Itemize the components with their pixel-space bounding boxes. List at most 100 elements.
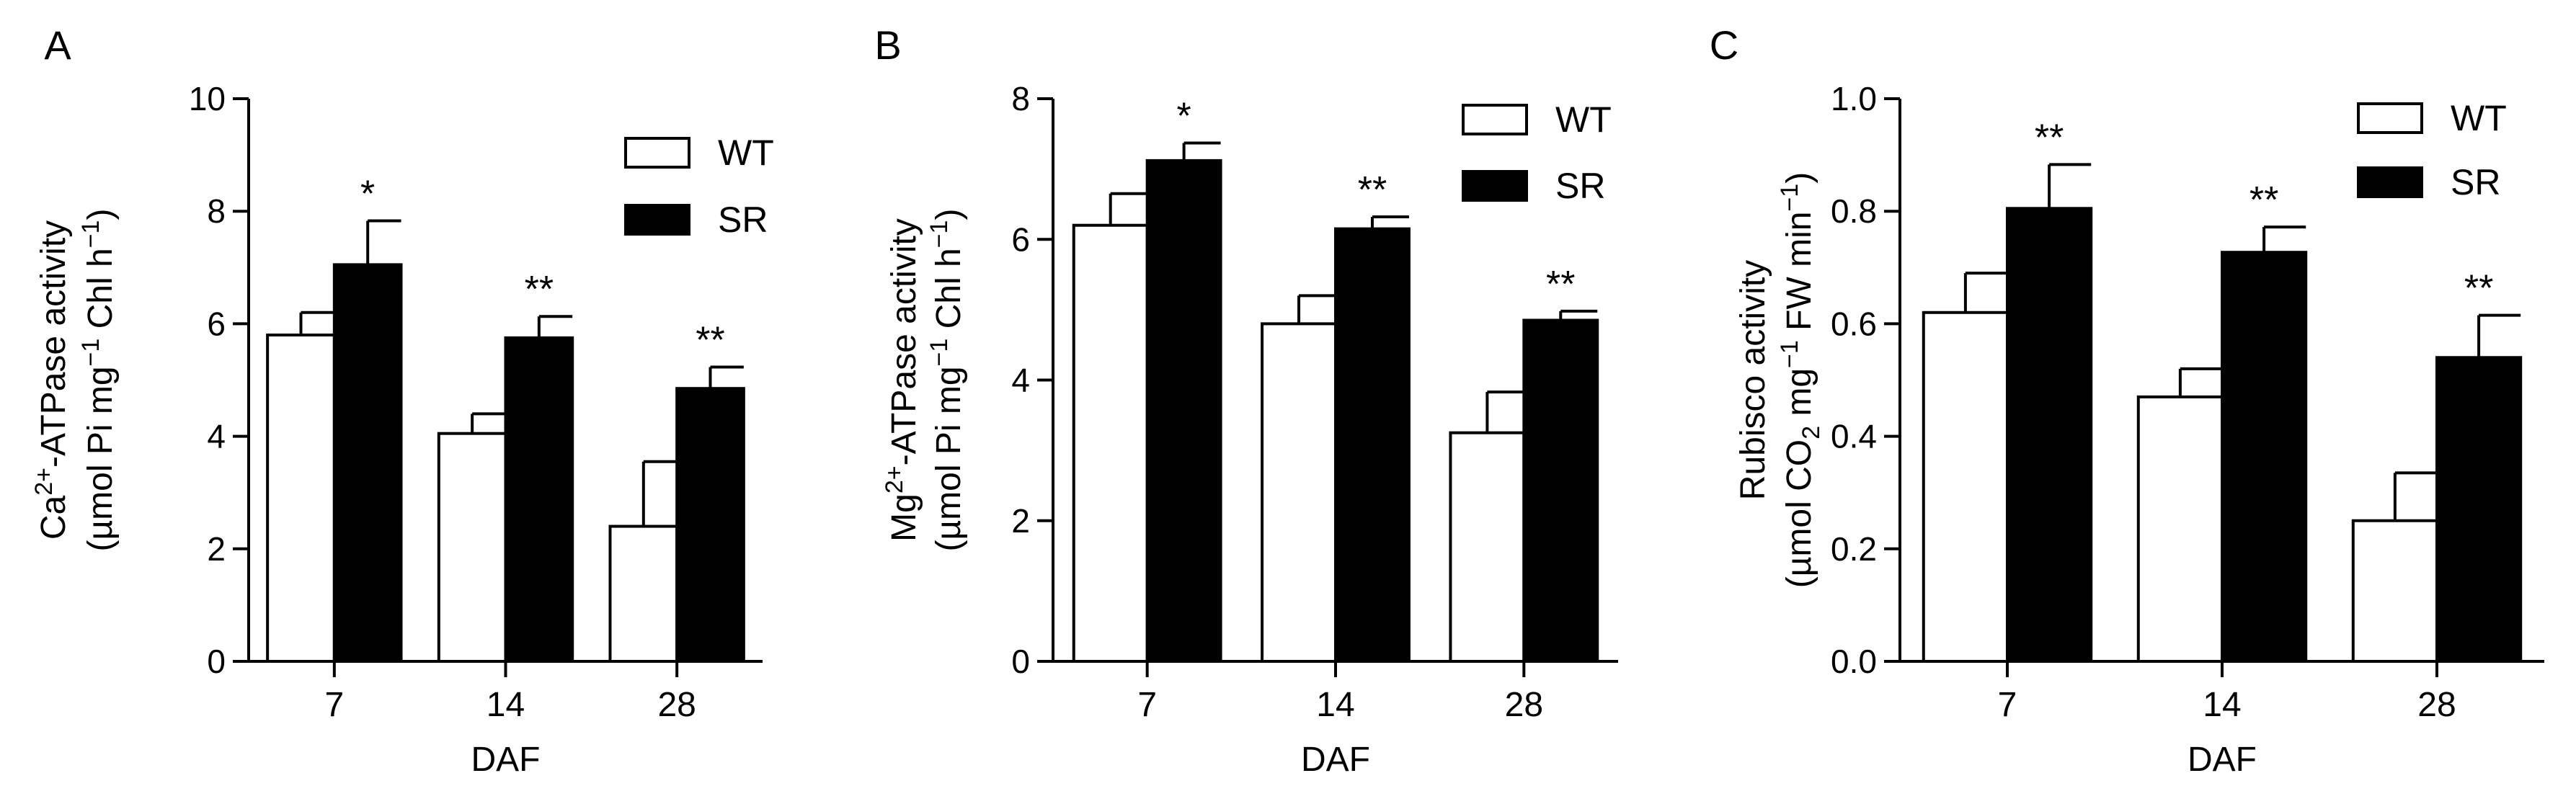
ylabel-sub: 2 [1798,426,1825,439]
ylabel-text: Chl h [930,248,968,338]
x-axis-label: DAF [1301,741,1370,779]
bar-wt [2351,519,2439,663]
ylabel-text: ) [930,209,968,220]
legend-label-wt: WT [718,133,774,173]
significance-label: ** [2464,268,2493,310]
ylabel-sup: −1 [925,220,953,249]
significance-label: ** [1546,264,1575,305]
significance-label: * [1177,96,1191,138]
significance-label: ** [525,269,554,311]
ylabel-text: (µmol Pi mg [930,366,968,551]
y-axis-label-line2: (µmol CO2 mg−1 FW min−1) [1776,172,1825,588]
bar-sr [675,387,745,664]
ylabel-sup: −1 [77,220,105,249]
y-tick-label: 6 [1011,220,1030,258]
significance-label: ** [696,320,724,362]
x-tick-label: 14 [1316,686,1354,724]
ylabel-text: (µmol CO [1780,439,1818,588]
y-tick-label: 0 [1011,643,1030,680]
bar-wt [1922,311,2009,663]
legend-swatch-sr [2357,166,2423,198]
x-tick-label: 7 [324,686,344,724]
y-axis-label-line1: Mg2+-ATPase activity [881,218,923,542]
y-tick-label: 10 [189,80,226,117]
chart-panel-c: C 0.0 0.2 0.4 0.6 0.8 1.0 7 ** 14 ** 28 ** DAF Rubisco… [1710,22,2544,779]
ylabel-text: (µmol Pi mg [81,366,120,551]
ylabel-text: Rubisco activity [1734,260,1772,500]
significance-label: ** [1358,169,1387,211]
x-tick-label: 14 [487,686,525,724]
legend-swatch-wt [1462,104,1528,135]
ylabel-sup: −1 [1776,340,1803,368]
y-axis-label-line2: (µmol Pi mg−1 Chl h−1) [77,209,120,552]
ylabel-text: ) [81,209,120,220]
x-tick-label: 28 [2417,686,2456,724]
ylabel-text: Mg [885,493,923,542]
y-tick-label: 0.4 [1831,418,1877,455]
y-axis-label-line1: Rubisco activity [1734,260,1772,500]
legend-swatch-sr [624,204,690,236]
y-tick-label: 6 [207,305,226,342]
legend-label-sr: SR [718,200,768,240]
legend-label-wt: WT [1555,99,1612,140]
y-tick-label: 4 [207,418,226,455]
y-tick-label: 2 [1011,502,1030,540]
y-tick-label: 0.0 [1831,643,1877,680]
panel-label: C [1710,22,1738,68]
x-tick-label: 28 [657,686,696,724]
bar-sr [1522,318,1599,663]
chart-panel-b: B 0 2 4 6 8 7 * 14 ** 28 ** DAF Mg2+-ATPase activity(… [874,22,1618,779]
bar-wt [266,334,336,663]
bar-wt [2136,395,2224,663]
y-axis-label-line2: (µmol Pi mg−1 Chl h−1) [925,209,968,552]
y-tick-label: 2 [207,530,226,568]
ylabel-text: -ATPase activity [35,220,73,468]
y-tick-label: 0.6 [1831,305,1877,342]
ylabel-sup: 2+ [30,468,58,496]
bar-sr [2221,251,2308,663]
significance-label: ** [2249,179,2278,221]
legend-label-wt: WT [2451,98,2507,138]
chart-panel-a: A 0 2 4 6 8 10 7 * 14 ** 28 ** DAF Ca2+-ATPase activit… [30,22,774,779]
x-axis-label: DAF [471,741,541,779]
bar-sr [332,263,403,663]
ylabel-text: Chl h [81,248,120,338]
x-tick-label: 28 [1505,686,1543,724]
legend-swatch-sr [1462,170,1528,202]
ylabel-sup: −1 [925,339,953,367]
y-tick-label: 8 [1011,80,1030,117]
legend-label-sr: SR [1555,166,1605,206]
bar-sr [1334,227,1411,663]
x-axis-label: DAF [2188,741,2257,779]
ylabel-text: Ca [35,496,73,540]
bar-sr [504,336,574,663]
y-axis-label-line1: Ca2+-ATPase activity [30,220,73,540]
significance-label: * [360,173,375,215]
legend-swatch-wt [624,137,690,169]
panel-label: A [44,22,71,68]
bar-wt [1261,322,1337,663]
ylabel-sup: −1 [77,339,105,367]
ylabel-text: ) [1780,172,1818,184]
bar-sr [1145,158,1222,664]
bar-sr [2006,207,2093,664]
bar-sr [2435,356,2523,663]
panel-label: B [874,22,901,68]
significance-label: ** [2035,117,2064,158]
x-tick-label: 7 [1998,686,2017,724]
bar-wt [437,432,507,663]
x-tick-label: 7 [1137,686,1157,724]
legend-label-sr: SR [2451,162,2500,202]
legend-swatch-wt [2357,102,2423,134]
ylabel-text: mg [1780,368,1818,426]
ylabel-text: -ATPase activity [885,218,923,465]
y-tick-label: 8 [207,192,226,230]
y-tick-label: 1.0 [1831,80,1877,117]
bar-wt [1072,223,1149,664]
x-tick-label: 14 [2203,686,2241,724]
ylabel-sup: 2+ [881,465,908,493]
bar-wt [1449,431,1526,663]
bar-wt [608,524,679,663]
ylabel-text: FW min [1780,212,1818,341]
